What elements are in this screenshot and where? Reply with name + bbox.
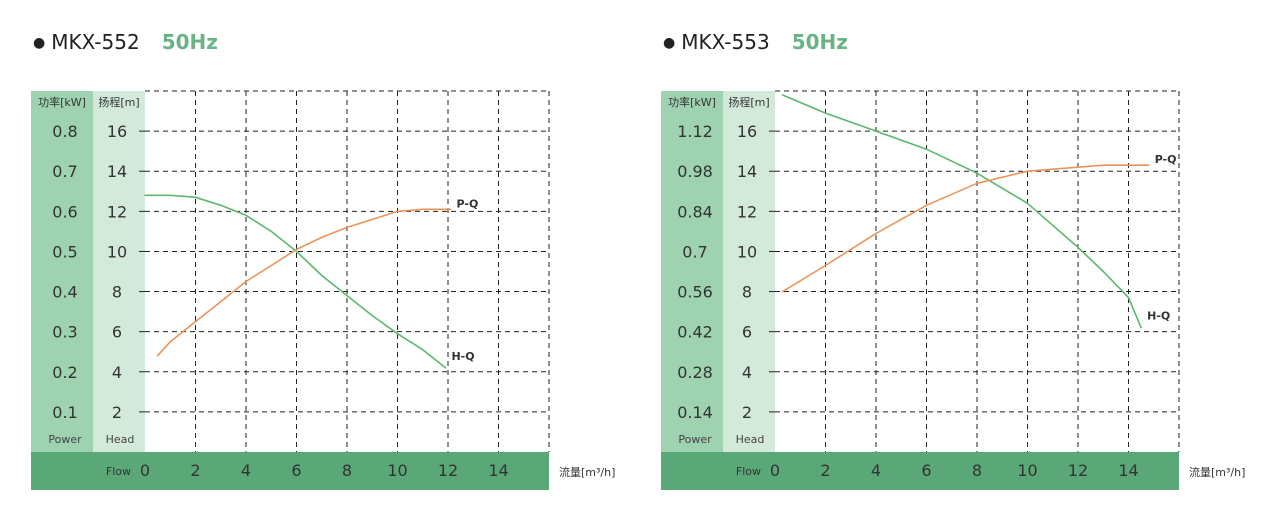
head-tick-label: 4 xyxy=(742,363,752,382)
frequency-label: 50Hz xyxy=(791,30,848,54)
x-tick-label: 14 xyxy=(1118,461,1138,480)
series-line-p-q xyxy=(781,164,1150,293)
power-footer-label: Power xyxy=(48,433,82,446)
series-label: P-Q xyxy=(1155,153,1177,166)
power-tick-label: 0.56 xyxy=(677,283,713,302)
head-tick-label: 8 xyxy=(112,283,122,302)
flow-label: Flow xyxy=(106,465,131,478)
head-tick-label: 14 xyxy=(737,162,757,181)
power-tick-label: 0.3 xyxy=(52,323,77,342)
series-line-h-q xyxy=(781,94,1142,329)
head-tick-label: 2 xyxy=(742,403,752,422)
power-tick-label: 1.12 xyxy=(677,122,713,141)
head-tick-label: 4 xyxy=(112,363,122,382)
power-tick-label: 0.28 xyxy=(677,363,713,382)
head-axis-band xyxy=(93,91,145,452)
x-tick-label: 2 xyxy=(190,461,200,480)
x-tick-label: 14 xyxy=(488,461,508,480)
power-tick-label: 0.84 xyxy=(677,202,713,221)
power-tick-label: 0.7 xyxy=(682,242,707,261)
x-tick-label: 4 xyxy=(241,461,251,480)
power-tick-label: 0.8 xyxy=(52,122,77,141)
model-title: ● MKX-552 50Hz xyxy=(33,30,218,54)
bullet-icon: ● xyxy=(663,35,676,51)
x-tick-label: 8 xyxy=(972,461,982,480)
x-tick-label: 12 xyxy=(438,461,458,480)
x-tick-label: 0 xyxy=(140,461,150,480)
head-tick-label: 6 xyxy=(112,323,122,342)
x-tick-label: 10 xyxy=(1017,461,1037,480)
model-name: MKX-552 xyxy=(51,30,140,54)
power-tick-label: 0.7 xyxy=(52,162,77,181)
model-title: ● MKX-553 50Hz xyxy=(663,30,848,54)
chart-panel-mkx-553: ● MKX-553 50Hz 功率[kW] 扬程[m] 2 0.14 4 0.28 6 0.42 8… xyxy=(630,0,1260,502)
head-tick-label: 2 xyxy=(112,403,122,422)
flow-axis-bar xyxy=(31,452,549,490)
x-tick-label: 8 xyxy=(342,461,352,480)
x-tick-label: 10 xyxy=(387,461,407,480)
head-footer-label: Head xyxy=(106,433,135,446)
x-tick-label: 12 xyxy=(1068,461,1088,480)
power-tick-label: 0.98 xyxy=(677,162,713,181)
head-axis-band xyxy=(723,91,775,452)
head-tick-label: 8 xyxy=(742,283,752,302)
power-tick-label: 0.1 xyxy=(52,403,77,422)
x-tick-label: 6 xyxy=(291,461,301,480)
head-tick-label: 10 xyxy=(737,242,757,261)
series-line-p-q xyxy=(156,208,452,357)
flow-label: Flow xyxy=(736,465,761,478)
x-tick-label: 2 xyxy=(820,461,830,480)
series-line-h-q xyxy=(144,194,447,369)
pump-curve-chart: 功率[kW] 扬程[m] 2 0.14 4 0.28 6 0.42 8 0.56 10 0.7 12 0.… xyxy=(661,90,1245,490)
power-tick-label: 0.6 xyxy=(52,202,77,221)
model-name: MKX-553 xyxy=(681,30,770,54)
x-axis-label: 流量[m³/h] xyxy=(559,465,615,479)
head-tick-label: 14 xyxy=(107,162,127,181)
head-tick-label: 12 xyxy=(737,202,757,221)
head-tick-label: 16 xyxy=(737,122,757,141)
x-tick-label: 4 xyxy=(871,461,881,480)
power-axis-band xyxy=(31,91,93,452)
bullet-icon: ● xyxy=(33,35,46,51)
power-tick-label: 0.4 xyxy=(52,283,77,302)
power-axis-label: 功率[kW] xyxy=(38,95,86,109)
pump-curve-chart: 功率[kW] 扬程[m] 2 0.1 4 0.2 6 0.3 8 0.4 10 0.5 12 0.6 14 0… xyxy=(31,90,615,490)
x-tick-label: 6 xyxy=(921,461,931,480)
head-tick-label: 10 xyxy=(107,242,127,261)
head-axis-label: 扬程[m] xyxy=(98,95,139,109)
head-footer-label: Head xyxy=(736,433,765,446)
power-tick-label: 0.5 xyxy=(52,242,77,261)
power-axis-band xyxy=(661,91,723,452)
power-tick-label: 0.14 xyxy=(677,403,713,422)
head-axis-label: 扬程[m] xyxy=(728,95,769,109)
series-label: H-Q xyxy=(1147,310,1170,323)
x-tick-label: 0 xyxy=(770,461,780,480)
series-label: H-Q xyxy=(451,350,474,363)
head-tick-label: 12 xyxy=(107,202,127,221)
power-tick-label: 0.42 xyxy=(677,323,713,342)
series-label: P-Q xyxy=(457,197,479,210)
power-tick-label: 0.2 xyxy=(52,363,77,382)
flow-axis-bar xyxy=(661,452,1179,490)
power-footer-label: Power xyxy=(678,433,712,446)
power-axis-label: 功率[kW] xyxy=(668,95,716,109)
head-tick-label: 16 xyxy=(107,122,127,141)
frequency-label: 50Hz xyxy=(161,30,218,54)
x-axis-label: 流量[m³/h] xyxy=(1189,465,1245,479)
head-tick-label: 6 xyxy=(742,323,752,342)
chart-panel-mkx-552: ● MKX-552 50Hz 功率[kW] 扬程[m] 2 0.1 4 0.2 6 0.3 8 0.4… xyxy=(0,0,630,502)
